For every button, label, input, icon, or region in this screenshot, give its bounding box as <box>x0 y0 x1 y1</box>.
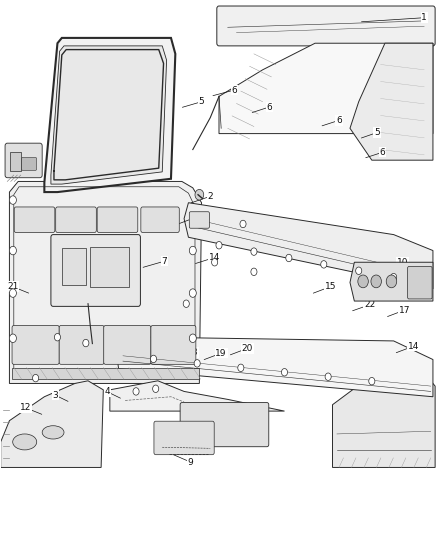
FancyBboxPatch shape <box>189 212 209 228</box>
Polygon shape <box>51 46 166 184</box>
Text: 6: 6 <box>266 102 272 111</box>
FancyBboxPatch shape <box>141 207 179 232</box>
Circle shape <box>54 334 60 341</box>
Circle shape <box>321 261 327 268</box>
Ellipse shape <box>42 426 64 439</box>
Circle shape <box>325 373 331 381</box>
Circle shape <box>251 268 257 276</box>
Text: 9: 9 <box>188 458 194 466</box>
Polygon shape <box>184 203 433 289</box>
Circle shape <box>32 374 39 382</box>
FancyBboxPatch shape <box>104 326 151 365</box>
Circle shape <box>189 334 196 343</box>
Text: 6: 6 <box>336 116 342 125</box>
FancyBboxPatch shape <box>151 326 196 365</box>
Circle shape <box>10 196 16 204</box>
Text: 21: 21 <box>82 244 94 253</box>
Circle shape <box>238 364 244 372</box>
Circle shape <box>282 368 288 376</box>
Text: 12: 12 <box>20 403 32 413</box>
Text: 19: 19 <box>215 349 227 358</box>
Circle shape <box>189 246 196 255</box>
FancyBboxPatch shape <box>56 207 96 232</box>
Polygon shape <box>1 381 103 467</box>
Text: 5: 5 <box>199 97 205 106</box>
Circle shape <box>369 377 375 385</box>
Text: 17: 17 <box>399 305 410 314</box>
Polygon shape <box>44 38 175 192</box>
Polygon shape <box>10 181 201 383</box>
Text: 10: 10 <box>397 258 408 266</box>
FancyBboxPatch shape <box>97 207 138 232</box>
Circle shape <box>391 273 397 281</box>
FancyBboxPatch shape <box>14 207 55 232</box>
Bar <box>90 247 130 287</box>
Circle shape <box>386 275 397 288</box>
Circle shape <box>371 275 381 288</box>
Polygon shape <box>12 368 199 379</box>
Text: 18: 18 <box>187 348 198 357</box>
Polygon shape <box>332 368 435 467</box>
Circle shape <box>152 385 159 392</box>
FancyBboxPatch shape <box>180 402 269 447</box>
Polygon shape <box>350 262 433 301</box>
Text: 5: 5 <box>374 128 380 137</box>
Circle shape <box>183 300 189 308</box>
Text: 13: 13 <box>49 332 61 341</box>
Text: 8: 8 <box>87 338 93 348</box>
Text: 14: 14 <box>408 342 419 351</box>
FancyBboxPatch shape <box>217 6 435 46</box>
Bar <box>11 152 21 171</box>
Circle shape <box>83 340 89 347</box>
Polygon shape <box>350 43 433 160</box>
FancyBboxPatch shape <box>51 235 141 306</box>
Text: 1: 1 <box>421 13 427 22</box>
Circle shape <box>356 267 362 274</box>
FancyBboxPatch shape <box>12 326 59 365</box>
FancyBboxPatch shape <box>408 266 432 299</box>
Text: 22: 22 <box>364 300 375 309</box>
Text: 14: 14 <box>209 253 220 262</box>
FancyBboxPatch shape <box>21 158 36 170</box>
Circle shape <box>10 334 16 343</box>
FancyBboxPatch shape <box>5 143 42 177</box>
Circle shape <box>194 360 200 367</box>
Circle shape <box>10 246 16 255</box>
Text: 15: 15 <box>325 282 336 291</box>
Text: 4: 4 <box>105 387 110 397</box>
Circle shape <box>286 254 292 262</box>
Circle shape <box>251 248 257 255</box>
Text: 11: 11 <box>189 213 201 222</box>
Text: 16: 16 <box>63 156 74 165</box>
Text: 6: 6 <box>380 148 385 157</box>
Ellipse shape <box>13 434 37 450</box>
Text: 6: 6 <box>231 85 237 94</box>
Circle shape <box>195 189 204 200</box>
Circle shape <box>240 220 246 228</box>
Bar <box>62 248 86 285</box>
Polygon shape <box>219 43 433 134</box>
Circle shape <box>10 289 16 297</box>
Polygon shape <box>117 337 433 397</box>
Text: 21: 21 <box>7 282 18 291</box>
Polygon shape <box>110 381 285 411</box>
Text: 7: 7 <box>162 257 167 265</box>
Text: 20: 20 <box>242 344 253 353</box>
Circle shape <box>189 289 196 297</box>
Circle shape <box>133 387 139 395</box>
Circle shape <box>358 275 368 288</box>
Text: 3: 3 <box>53 391 58 400</box>
FancyBboxPatch shape <box>59 326 104 365</box>
Circle shape <box>150 355 156 362</box>
Circle shape <box>212 259 218 266</box>
Circle shape <box>216 241 222 249</box>
Text: 2: 2 <box>208 192 213 201</box>
FancyBboxPatch shape <box>154 421 214 455</box>
